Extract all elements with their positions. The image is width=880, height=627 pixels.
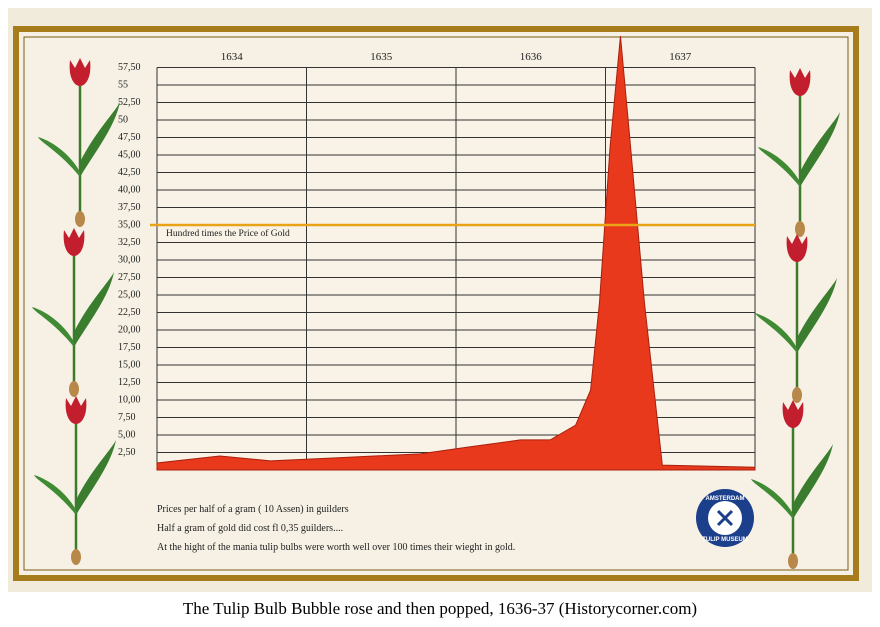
y-tick-label: 15,00	[118, 359, 141, 370]
y-tick-label: 25,00	[118, 289, 141, 300]
note: Prices per half of a gram ( 10 Assen) in…	[157, 504, 349, 515]
y-tick-label: 32,50	[118, 237, 141, 248]
y-tick-label: 37,50	[118, 202, 141, 213]
y-tick-label: 17,50	[118, 342, 141, 353]
y-tick-label: 57,50	[118, 62, 141, 73]
y-tick-label: 10,00	[118, 394, 141, 405]
y-tick-label: 20,00	[118, 324, 141, 335]
price-area	[156, 35, 756, 471]
caption: The Tulip Bulb Bubble rose and then popp…	[183, 599, 697, 618]
y-tick-label: 2,50	[118, 447, 136, 458]
plot: 2,50 5,00 7,50 10,00 12,50 15,00 17,50 20,00 22,…	[118, 35, 756, 471]
note: At the hight of the mania tulip bulbs we…	[157, 542, 515, 553]
y-tick-label: 55	[118, 79, 128, 90]
y-tick-label: 47,50	[118, 132, 141, 143]
logo-cross	[716, 509, 734, 527]
y-tick-label: 7,50	[118, 412, 136, 423]
y-tick-label: 22,50	[118, 307, 141, 318]
logo: AMSTERDAM TULIP MUSEUM	[696, 489, 754, 547]
y-tick-label: 30,00	[118, 254, 141, 265]
y-tick-label: 27,50	[118, 272, 141, 283]
y-tick-label: 5,00	[118, 429, 136, 440]
y-tick-label: 12,50	[118, 377, 141, 388]
reference-label: Hundred times the Price of Gold	[166, 228, 290, 239]
y-tick-label: 45,00	[118, 149, 141, 160]
year-label: 1635	[370, 51, 393, 63]
logo-top: AMSTERDAM	[706, 496, 745, 502]
y-tick-label: 42,50	[118, 167, 141, 178]
y-tick-label: 40,00	[118, 184, 141, 195]
year-label: 1634	[221, 51, 244, 63]
y-tick-label: 50	[118, 114, 128, 125]
y-tick-label: 35,00	[118, 219, 141, 230]
frame-inner	[23, 36, 849, 571]
year-label: 1636	[520, 51, 543, 63]
logo-bottom: TULIP MUSEUM	[702, 537, 748, 543]
y-tick-label: 52,50	[118, 97, 141, 108]
note: Half a gram of gold did cost fl 0,35 gui…	[157, 523, 343, 534]
year-label: 1637	[669, 51, 692, 63]
